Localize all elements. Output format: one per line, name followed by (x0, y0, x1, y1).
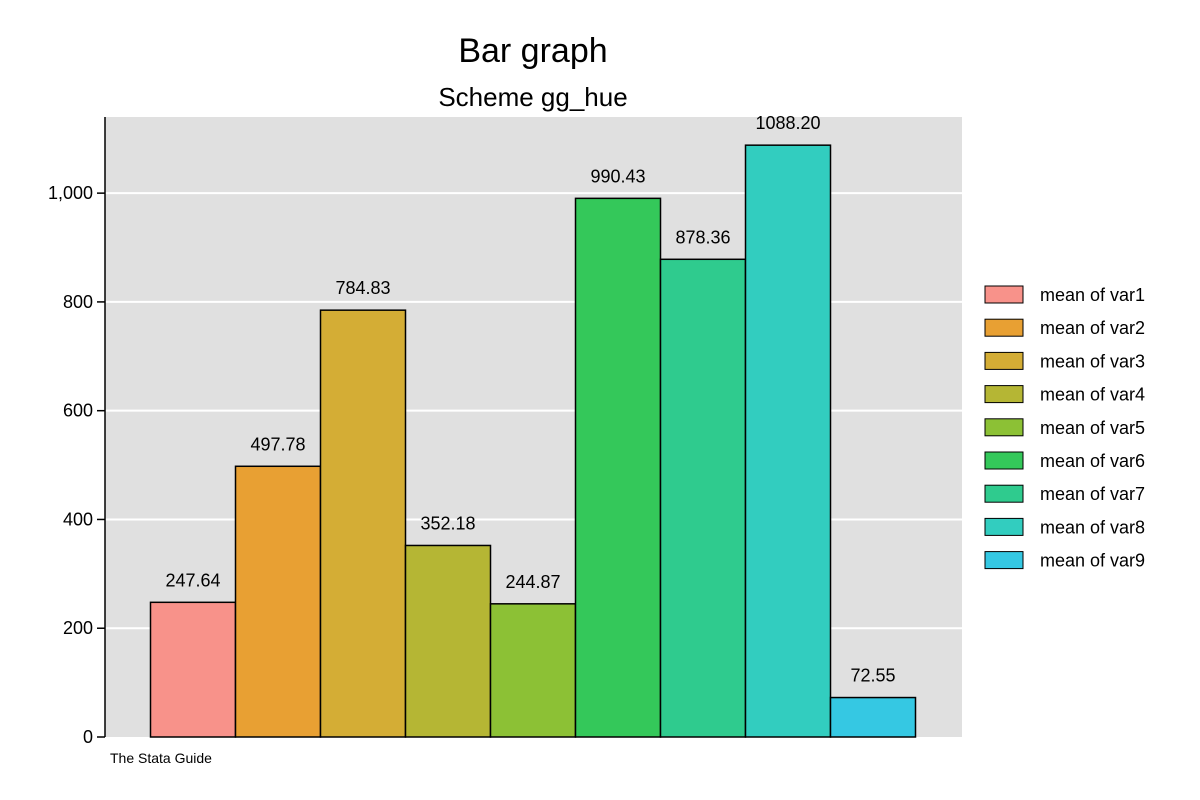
y-tick-label: 1,000 (48, 183, 93, 203)
legend-label: mean of var9 (1040, 551, 1145, 571)
bar-1 (149, 601, 237, 738)
bar-9 (829, 696, 917, 738)
legend-label: mean of var6 (1040, 451, 1145, 471)
legend-label: mean of var7 (1040, 484, 1145, 504)
legend-key (984, 285, 1024, 304)
y-tick-label: 400 (63, 509, 93, 529)
bar-7 (659, 258, 747, 738)
legend-item-7: mean of var7 (984, 484, 1145, 504)
chart-note: The Stata Guide (110, 750, 212, 766)
data-label-5: 244.87 (505, 572, 560, 592)
data-label-6: 990.43 (590, 166, 645, 186)
legend-item-2: mean of var2 (984, 318, 1145, 338)
legend-key (984, 318, 1024, 337)
data-label-7: 878.36 (675, 227, 730, 247)
legend-label: mean of var4 (1040, 385, 1145, 405)
legend-item-8: mean of var8 (984, 517, 1145, 537)
data-label-3: 784.83 (335, 278, 390, 298)
bar-4 (404, 544, 492, 738)
legend-label: mean of var2 (1040, 318, 1145, 338)
legend-key (984, 517, 1024, 536)
legend-key (984, 385, 1024, 404)
legend-label: mean of var1 (1040, 285, 1145, 305)
legend-item-4: mean of var4 (984, 385, 1145, 405)
bar-8 (744, 144, 832, 738)
legend-item-1: mean of var1 (984, 285, 1145, 305)
legend-key (984, 418, 1024, 437)
legend-label: mean of var8 (1040, 517, 1145, 537)
legend-label: mean of var5 (1040, 418, 1145, 438)
bar-5 (489, 603, 577, 738)
chart-subtitle: Scheme gg_hue (438, 82, 627, 112)
bar-6 (574, 197, 662, 738)
legend-label: mean of var3 (1040, 351, 1145, 371)
data-label-1: 247.64 (165, 570, 220, 590)
y-axis: 0 200 400 600 800 1,000 (48, 117, 106, 747)
y-tick-label: 200 (63, 618, 93, 638)
legend-key (984, 351, 1024, 370)
data-label-2: 497.78 (250, 434, 305, 454)
legend-item-3: mean of var3 (984, 351, 1145, 371)
bar-3 (319, 309, 407, 738)
data-label-8: 1088.20 (755, 113, 820, 133)
legend-key (984, 451, 1024, 470)
data-labels: 247.64 497.78 784.83 352.18 244.87 990.43 878.… (165, 113, 895, 685)
legend-key (984, 551, 1024, 570)
y-tick-label: 600 (63, 401, 93, 421)
bar-2 (234, 465, 322, 738)
legend-item-9: mean of var9 (984, 551, 1145, 571)
legend-item-6: mean of var6 (984, 451, 1145, 471)
y-tick-label: 800 (63, 292, 93, 312)
chart-title: Bar graph (458, 32, 607, 70)
data-label-9: 72.55 (850, 666, 895, 686)
legend-key (984, 484, 1024, 503)
legend: mean of var1 mean of var2 mean of var3 mean… (984, 285, 1145, 571)
y-tick-label: 0 (83, 727, 93, 747)
data-label-4: 352.18 (420, 513, 475, 533)
bars (149, 144, 917, 738)
legend-item-5: mean of var5 (984, 418, 1145, 438)
